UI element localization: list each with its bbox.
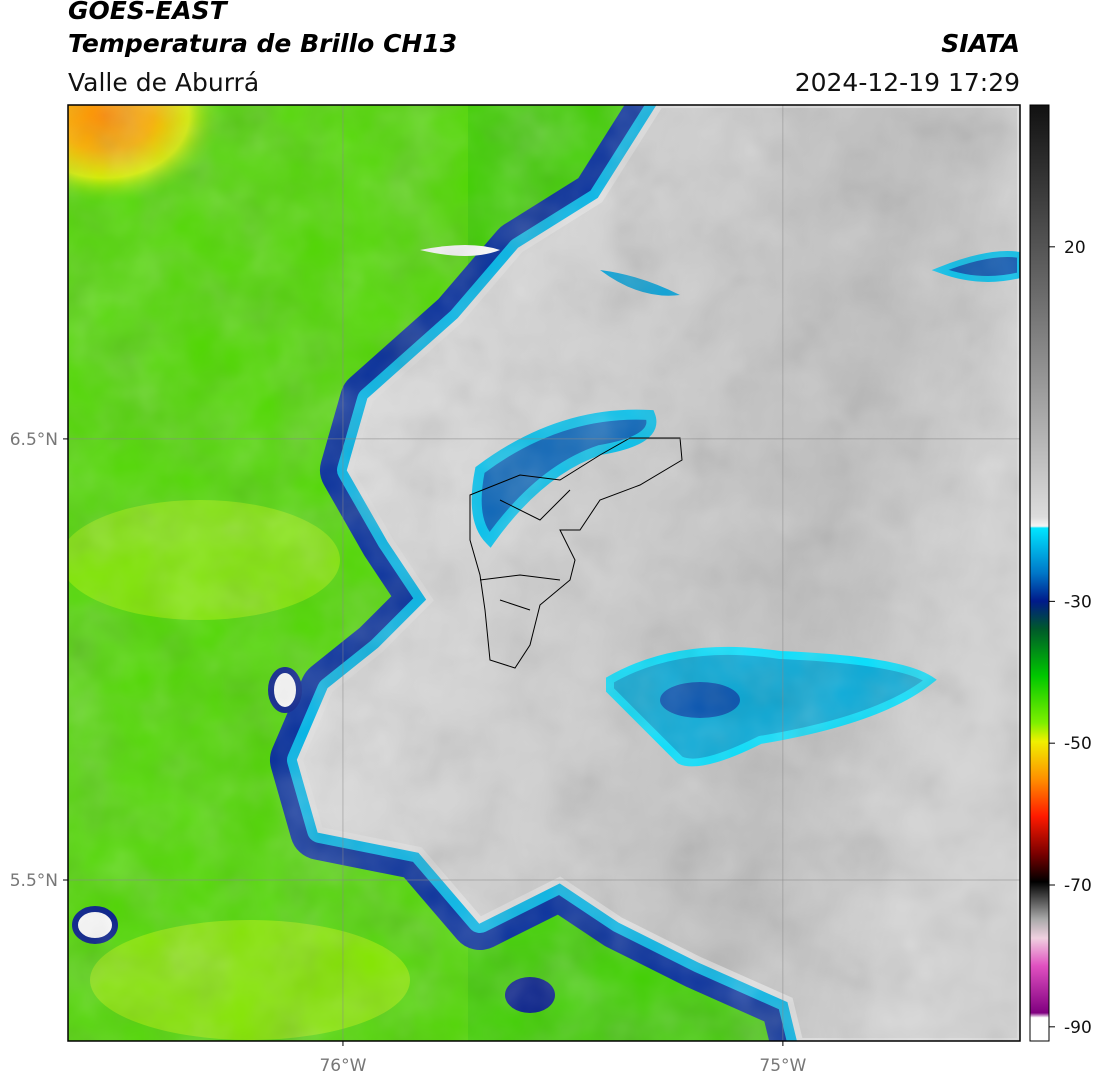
colorbar-tick-label: -50 [1064, 734, 1092, 754]
lat-tick-label: 5.5°N [10, 871, 58, 891]
source: SIATA [941, 29, 1020, 58]
lon-tick-label: 75°W [759, 1056, 806, 1076]
colorbar-tick-label: -30 [1064, 592, 1092, 612]
lon-tick-label: 76°W [319, 1056, 366, 1076]
colorbar-tick-label: -90 [1064, 1018, 1092, 1038]
colorbar-tick-label: 20 [1064, 238, 1086, 258]
colorbar [1029, 104, 1050, 1042]
satellite-image [68, 105, 1020, 1041]
region: Valle de Aburrá [68, 68, 259, 97]
colorbar-tick-label: -70 [1064, 876, 1092, 896]
title: GOES-EAST [68, 0, 229, 25]
lat-tick-label: 6.5°N [10, 430, 58, 450]
subtitle: Temperatura de Brillo CH13 [68, 29, 457, 58]
timestamp: 2024-12-19 17:29 [795, 68, 1020, 97]
graticule [68, 105, 1020, 1041]
map-frame [67, 104, 1021, 1042]
